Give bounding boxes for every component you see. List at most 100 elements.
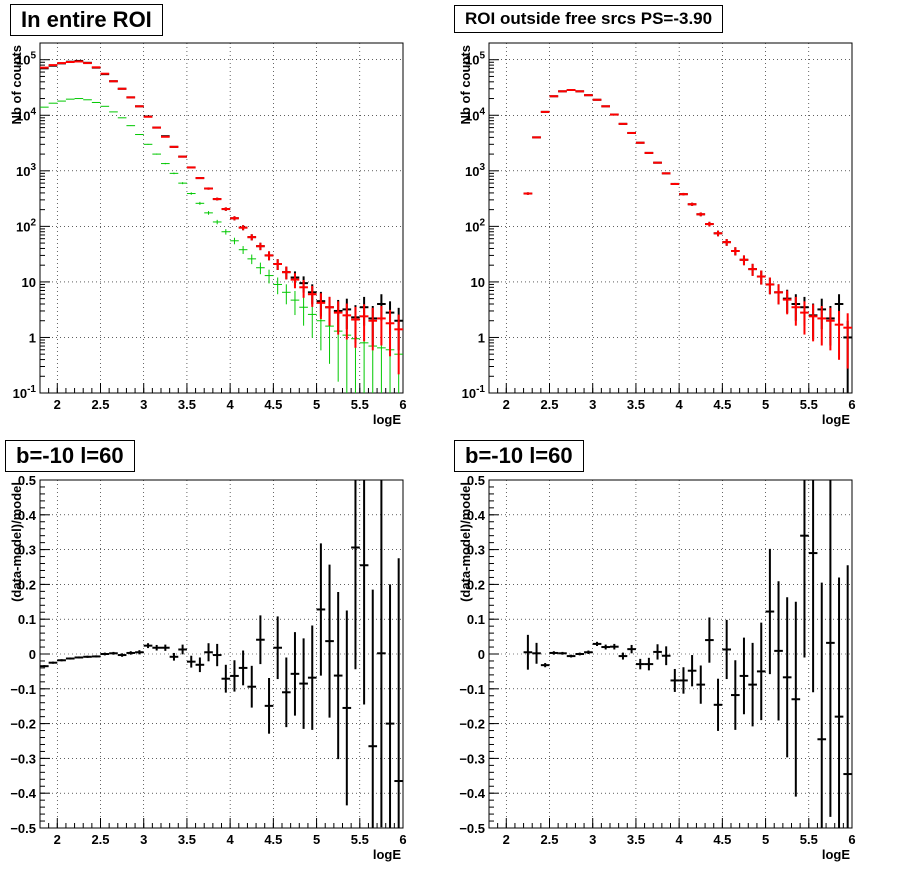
series-point-model <box>644 151 654 154</box>
tick-labels: 2 2.5 3 3.5 4 4.5 5 5.5 6 −0.5 −0.4 −0.3 −0.2 −0.1 0 0.… <box>459 473 855 847</box>
series-point-background <box>282 284 291 305</box>
x-tick-label: 5.5 <box>351 397 369 412</box>
series-point-background <box>126 125 136 127</box>
residual-point <box>808 480 818 693</box>
residual-point <box>109 651 118 655</box>
x-tick-label: 4.5 <box>713 832 731 847</box>
y-tick-label: −0.2 <box>10 717 36 732</box>
series-point-model <box>333 301 343 335</box>
y-tick-label: 0.5 <box>18 473 36 488</box>
y-tick-label: 0.1 <box>467 612 485 627</box>
series-point-model <box>394 314 403 375</box>
residual-point <box>782 597 792 758</box>
residual-point <box>333 592 343 760</box>
series-point-model <box>532 136 541 139</box>
series-point-model <box>739 255 749 266</box>
x-tick-label: 4.5 <box>264 832 282 847</box>
series-point-model <box>195 177 205 180</box>
residual-point <box>523 634 533 670</box>
residual-point <box>256 615 265 665</box>
residual-point <box>843 565 852 828</box>
residual-point <box>532 642 541 664</box>
series-residual <box>40 480 403 828</box>
residual-point <box>264 678 274 734</box>
residual-point <box>791 601 801 797</box>
ticks <box>488 42 853 394</box>
series-point-model <box>169 145 179 148</box>
residual-point <box>713 678 723 731</box>
residual-point <box>584 650 593 654</box>
series-point-model <box>264 251 274 261</box>
series-point-model <box>722 239 731 246</box>
series-point-model <box>307 285 317 307</box>
series-point-background <box>169 172 179 175</box>
series-point-model <box>385 309 395 357</box>
series-point-background <box>290 290 300 316</box>
ticks <box>39 42 404 394</box>
y-tick-label: 0.5 <box>467 473 485 488</box>
series-point-model <box>834 310 844 360</box>
series-point-model <box>748 263 757 276</box>
series-point-model <box>782 290 792 315</box>
panel-title: b=-10 l=60 <box>5 440 135 472</box>
series-point-model <box>256 242 265 251</box>
y-tick-label: 1 <box>478 330 485 345</box>
residual-point <box>540 663 550 668</box>
series-point-model <box>635 141 645 144</box>
residual-point <box>48 661 58 664</box>
residual-point <box>212 643 222 667</box>
y-tick-label: −0.1 <box>10 682 36 697</box>
tick-labels: 2 2.5 3 3.5 4 4.5 5 5.5 6 10-1 1 10 102 103 104 105 <box>462 51 856 412</box>
plot-frame <box>488 42 853 394</box>
residual-point <box>696 665 706 704</box>
series-point-background <box>161 162 170 165</box>
residual-point <box>817 582 827 828</box>
residual-point <box>601 644 610 650</box>
x-tick-label: 4 <box>227 397 235 412</box>
x-tick-label: 4 <box>676 397 684 412</box>
series-point-model <box>325 296 334 326</box>
x-tick-label: 4.5 <box>713 397 731 412</box>
series-point-model <box>377 306 386 346</box>
plot-frame <box>39 479 404 829</box>
x-tick-label: 3 <box>140 397 147 412</box>
panel-title: ROI outside free srcs PS=-3.90 <box>454 5 724 33</box>
x-tick-label: 2.5 <box>540 397 558 412</box>
residual-point <box>117 653 127 657</box>
residual-point <box>204 643 213 662</box>
series-point-model <box>161 135 170 138</box>
series-point-model <box>661 172 671 175</box>
series-point-background <box>186 192 196 195</box>
residual-chart-entire-roi: 2 2.5 3 3.5 4 4.5 5 5.5 6 −0.5 −0.4 −0.3 −0.2 −0.1 0 0.… <box>9 473 407 862</box>
grid <box>489 479 853 829</box>
y-tick-label: −0.4 <box>10 786 36 801</box>
x-tick-label: 4 <box>227 832 235 847</box>
residual-point <box>558 651 567 655</box>
residual-chart-outside-sources: 2 2.5 3 3.5 4 4.5 5 5.5 6 −0.5 −0.4 −0.3 −0.2 −0.1 0 0.… <box>458 473 856 862</box>
series-point-model <box>316 293 326 319</box>
y-tick-label: 102 <box>16 217 36 234</box>
x-tick-label: 2 <box>54 832 61 847</box>
residual-point <box>661 646 671 666</box>
series-point-model <box>653 161 662 164</box>
series-point-model <box>178 155 187 158</box>
series-point-background <box>238 246 248 254</box>
series-point-background <box>135 134 144 136</box>
residual-point <box>152 644 161 651</box>
x-tick-label: 6 <box>399 832 406 847</box>
x-tick-label: 4 <box>676 832 684 847</box>
x-tick-label: 3.5 <box>627 832 645 847</box>
residual-point <box>247 665 257 708</box>
series-point-model <box>791 296 801 326</box>
y-tick-label: 1 <box>29 330 36 345</box>
residual-point <box>178 644 187 655</box>
series-point-model <box>679 192 688 196</box>
y-tick-label: −0.3 <box>10 751 36 766</box>
panel-title-text: b=-10 l=60 <box>16 443 124 468</box>
residual-point <box>169 652 179 661</box>
series-point-model <box>731 247 740 256</box>
y-tick-label: 0.4 <box>467 508 486 523</box>
y-tick-label: −0.3 <box>459 751 485 766</box>
ticks <box>39 479 404 829</box>
residual-point <box>282 657 291 728</box>
